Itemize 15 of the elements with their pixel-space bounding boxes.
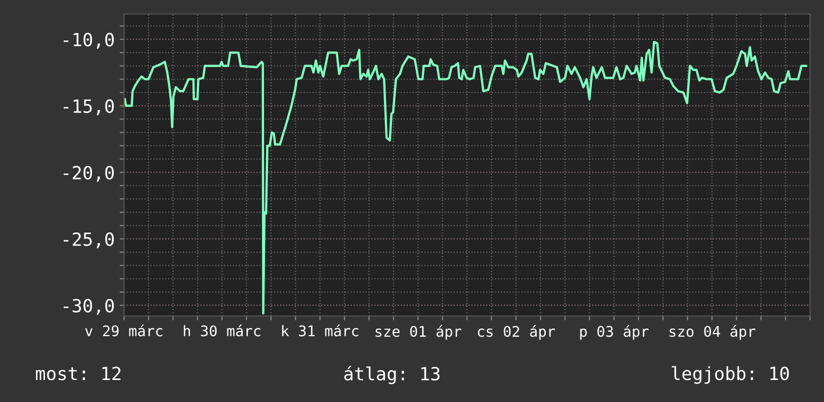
x-tick-label: szo 04 ápr xyxy=(670,325,756,340)
text: most: 12 xyxy=(36,366,120,380)
y-tick-label: -30,0 xyxy=(64,298,114,315)
x-tick-label: h 30 márc xyxy=(184,324,260,336)
text: átlag: 13 xyxy=(344,366,440,384)
x-tick-label: k 31 márc xyxy=(282,324,358,336)
y-tick-label: -15,0 xyxy=(64,99,114,116)
x-tick-label: v 29 márc xyxy=(85,324,162,336)
y-tick-label: -25,0 xyxy=(64,232,114,248)
x-tick-label: sze 01 ápr xyxy=(376,325,462,340)
y-tick-label: -20,0 xyxy=(64,166,114,182)
x-tick-label: cs 02 ápr xyxy=(478,325,555,340)
text: legjobb: 10 xyxy=(672,366,789,384)
y-tick-label: -10,0 xyxy=(64,32,114,49)
x-tick-label: p 03 ápr xyxy=(580,325,649,340)
